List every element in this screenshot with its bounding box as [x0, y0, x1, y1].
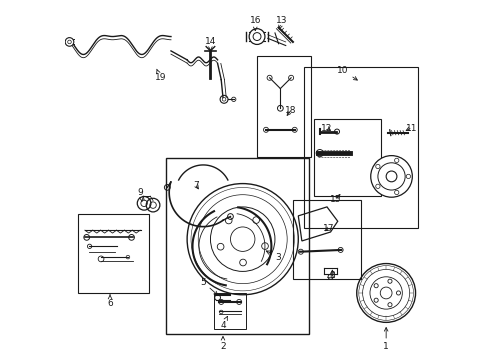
Text: 19: 19: [154, 69, 165, 82]
Circle shape: [370, 156, 411, 197]
Text: 1: 1: [383, 328, 388, 351]
Bar: [303, 67, 418, 228]
Text: 18: 18: [285, 105, 296, 116]
Circle shape: [316, 149, 323, 157]
Text: 4: 4: [220, 316, 227, 330]
Bar: [78, 214, 149, 293]
Circle shape: [249, 29, 264, 44]
Text: 6: 6: [107, 295, 113, 308]
Text: 9: 9: [137, 188, 143, 201]
Text: 17: 17: [323, 224, 334, 233]
Text: 16: 16: [249, 16, 261, 31]
Bar: [314, 119, 380, 196]
Text: 5: 5: [200, 278, 217, 295]
Bar: [257, 56, 310, 157]
Bar: [292, 200, 360, 279]
Text: 3: 3: [266, 251, 281, 262]
Text: 2: 2: [220, 337, 225, 351]
Bar: [165, 158, 308, 334]
Text: 13: 13: [276, 16, 287, 29]
Bar: [214, 293, 246, 329]
Text: 14: 14: [204, 37, 216, 51]
Circle shape: [65, 38, 74, 46]
Text: 12: 12: [321, 123, 332, 132]
Text: 10: 10: [337, 66, 357, 80]
Text: 8: 8: [329, 270, 335, 279]
Text: 15: 15: [329, 194, 341, 204]
Text: 7: 7: [193, 181, 199, 190]
Text: 11: 11: [405, 123, 416, 132]
